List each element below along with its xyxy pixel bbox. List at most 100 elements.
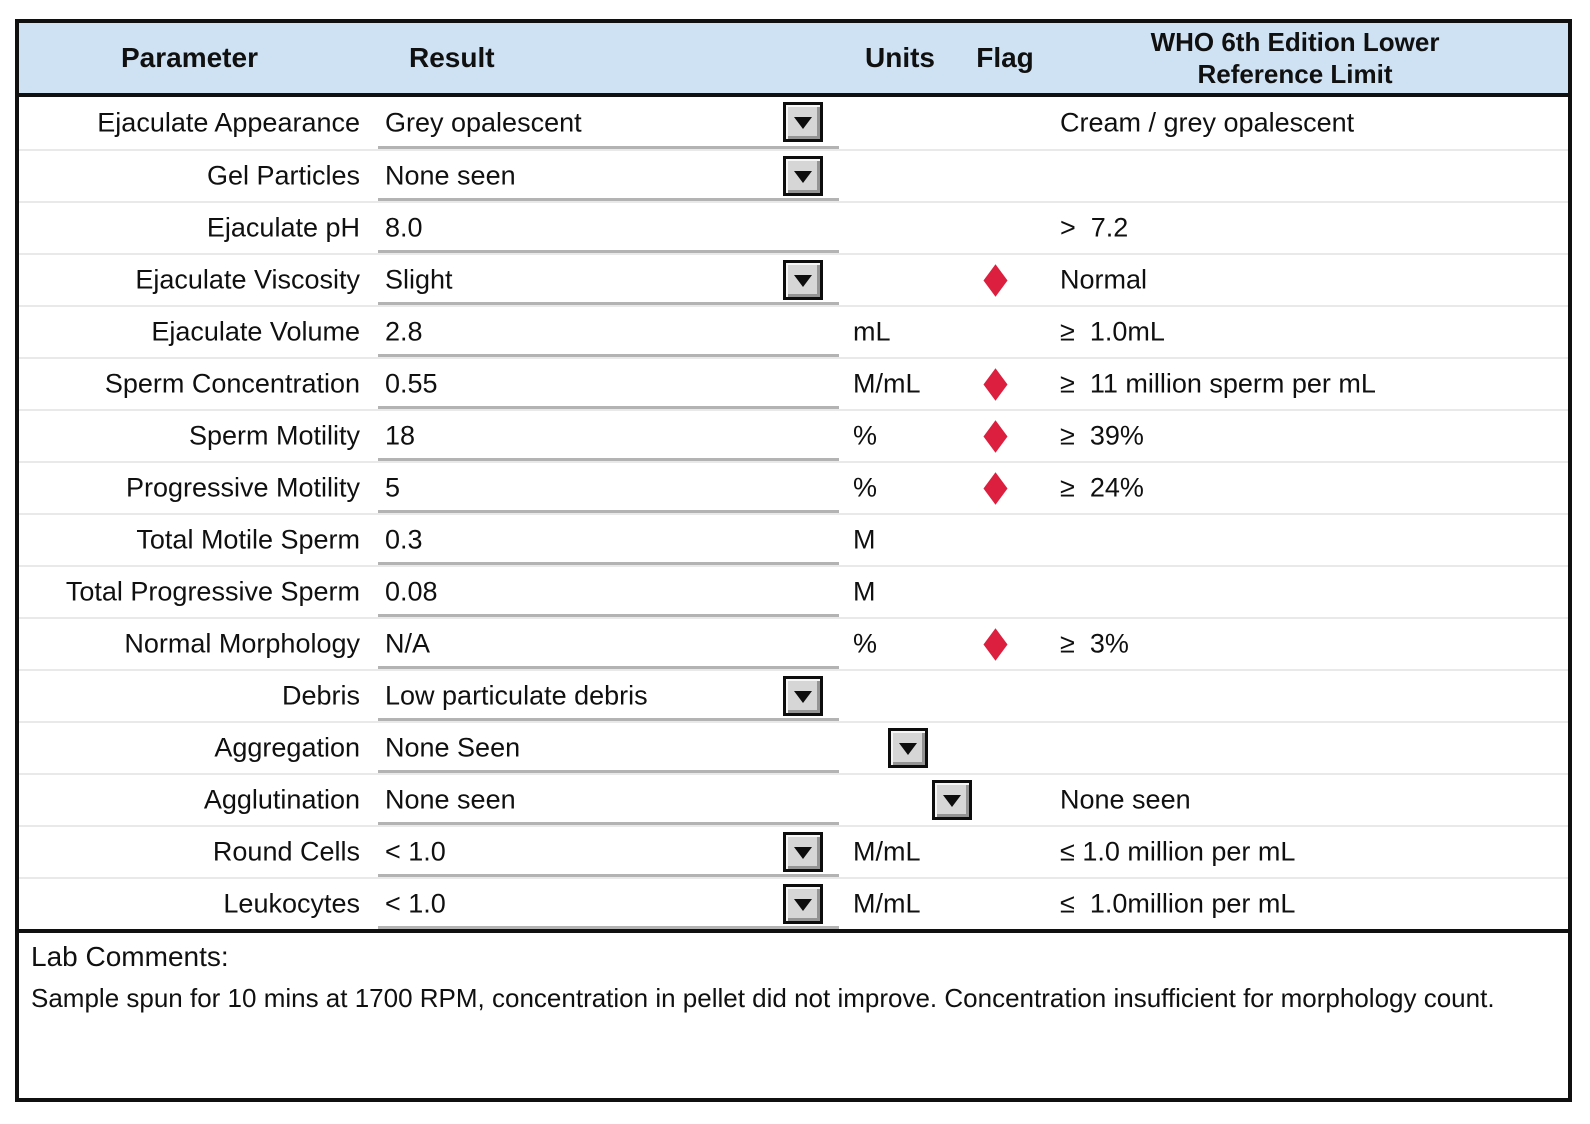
result-field-underline (378, 562, 839, 565)
units-label: M/mL (853, 836, 921, 867)
result-field-underline (378, 822, 839, 825)
parameter-label: Sperm Motility (188, 420, 360, 451)
dropdown-button[interactable] (888, 728, 928, 768)
table-header-row: Parameter Result Units Flag WHO 6th Edit… (19, 23, 1568, 97)
result-field[interactable]: < 1.0 (385, 836, 446, 867)
reference-limit-value: ≥ 11 million sperm per mL (1060, 368, 1376, 399)
reference-limit-value: Normal (1060, 264, 1148, 295)
result-field[interactable]: 0.08 (385, 576, 438, 607)
units-label: % (853, 420, 878, 451)
reference-limit-value: ≥ 1.0mL (1060, 316, 1165, 347)
lab-comments-label: Lab Comments: (31, 941, 229, 972)
parameter-label: Leukocytes (223, 888, 360, 919)
units-label: M (853, 524, 876, 555)
table-row: Ejaculate Viscosity Slight Normal (19, 253, 1568, 305)
table-row: Round Cells < 1.0 M/mL ≤ 1.0 million per mL (19, 825, 1568, 877)
result-field-underline (378, 250, 839, 253)
abnormal-flag (982, 627, 1008, 661)
abnormal-flag (982, 263, 1008, 297)
result-field[interactable]: 5 (385, 472, 401, 503)
column-header-reference-limit: WHO 6th Edition Lower Reference Limit (1150, 27, 1440, 89)
table-row: Gel Particles None seen (19, 149, 1568, 201)
red-diamond-icon (982, 627, 1008, 661)
units-label: mL (853, 316, 891, 347)
table-body: Ejaculate Appearance Grey opalescent Cream… (19, 97, 1568, 929)
result-field-underline (378, 874, 839, 877)
column-header-parameter: Parameter (121, 42, 258, 73)
reference-limit-value: ≤ 1.0 million per mL (1060, 836, 1296, 867)
result-field[interactable]: None seen (385, 784, 516, 815)
table-row: Ejaculate Volume 2.8 mL ≥ 1.0mL (19, 305, 1568, 357)
result-field[interactable]: Low particulate debris (385, 680, 648, 711)
reference-limit-value: ≥ 39% (1060, 420, 1144, 451)
reference-limit-value: ≥ 3% (1060, 628, 1129, 659)
chevron-down-icon (794, 170, 812, 183)
parameter-label: Debris (281, 680, 360, 711)
parameter-label: Gel Particles (206, 160, 360, 191)
parameter-label: Total Progressive Sperm (65, 576, 360, 607)
table-row: Progressive Motility 5% ≥ 24% (19, 461, 1568, 513)
units-label: M/mL (853, 888, 921, 919)
abnormal-flag (982, 419, 1008, 453)
parameter-label: Ejaculate Appearance (97, 107, 360, 138)
parameter-label: Round Cells (212, 836, 360, 867)
table-row: Total Motile Sperm 0.3 M (19, 513, 1568, 565)
units-label: M/mL (853, 368, 921, 399)
dropdown-button[interactable] (783, 832, 823, 872)
table-row: Debris Low particulate debris (19, 669, 1568, 721)
column-header-units: Units (865, 42, 935, 73)
lab-comments-text-field[interactable]: Sample spun for 10 mins at 1700 RPM, con… (31, 983, 1495, 1013)
units-label: % (853, 472, 878, 503)
reference-limit-value: Cream / grey opalescent (1060, 107, 1355, 138)
reference-limit-value: None seen (1060, 784, 1191, 815)
result-field-underline (378, 614, 839, 617)
dropdown-button[interactable] (783, 884, 823, 924)
result-field-underline (378, 146, 839, 149)
parameter-label: Sperm Concentration (104, 368, 360, 399)
reference-limit-value: ≥ 24% (1060, 472, 1144, 503)
column-header-result: Result (409, 42, 495, 73)
chevron-down-icon (794, 898, 812, 911)
column-header-flag: Flag (976, 42, 1034, 73)
result-field[interactable]: None seen (385, 160, 516, 191)
abnormal-flag (982, 367, 1008, 401)
table-row: Ejaculate Appearance Grey opalescent Cream… (19, 97, 1568, 149)
result-field[interactable]: < 1.0 (385, 888, 446, 919)
dropdown-button[interactable] (783, 260, 823, 300)
dropdown-button[interactable] (932, 780, 972, 820)
parameter-label: Ejaculate Volume (151, 316, 360, 347)
result-field[interactable]: N/A (385, 628, 431, 659)
chevron-down-icon (794, 116, 812, 129)
result-field[interactable]: 2.8 (385, 316, 423, 347)
result-field[interactable]: None Seen (385, 732, 521, 763)
table-row: Agglutination None seen None seen (19, 773, 1568, 825)
table-row: Leukocytes < 1.0 M/mL ≤ 1.0million per mL (19, 877, 1568, 929)
parameter-label: Progressive Motility (125, 472, 360, 503)
red-diamond-icon (982, 263, 1008, 297)
result-field[interactable]: 0.3 (385, 524, 423, 555)
dropdown-button[interactable] (783, 102, 823, 142)
parameter-label: Aggregation (214, 732, 360, 763)
parameter-label: Ejaculate Viscosity (135, 264, 360, 295)
result-field[interactable]: Grey opalescent (385, 107, 582, 138)
result-field[interactable]: 18 (385, 420, 416, 451)
result-field-underline (378, 458, 839, 461)
red-diamond-icon (982, 471, 1008, 505)
dropdown-button[interactable] (783, 156, 823, 196)
red-diamond-icon (982, 419, 1008, 453)
chevron-down-icon (943, 794, 961, 807)
result-field-underline (378, 302, 839, 305)
parameter-label: Ejaculate pH (206, 212, 360, 243)
units-label: % (853, 628, 878, 659)
result-field-underline (378, 354, 839, 357)
table-row: Total Progressive Sperm 0.08 M (19, 565, 1568, 617)
result-field-underline (378, 926, 839, 929)
dropdown-button[interactable] (783, 676, 823, 716)
result-field[interactable]: Slight (385, 264, 453, 295)
parameter-label: Total Motile Sperm (136, 524, 360, 555)
result-field-underline (378, 718, 839, 721)
result-field[interactable]: 0.55 (385, 368, 438, 399)
parameter-label: Agglutination (203, 784, 360, 815)
result-field[interactable]: 8.0 (385, 212, 423, 243)
table-row: Normal Morphology N/A% ≥ 3% (19, 617, 1568, 669)
